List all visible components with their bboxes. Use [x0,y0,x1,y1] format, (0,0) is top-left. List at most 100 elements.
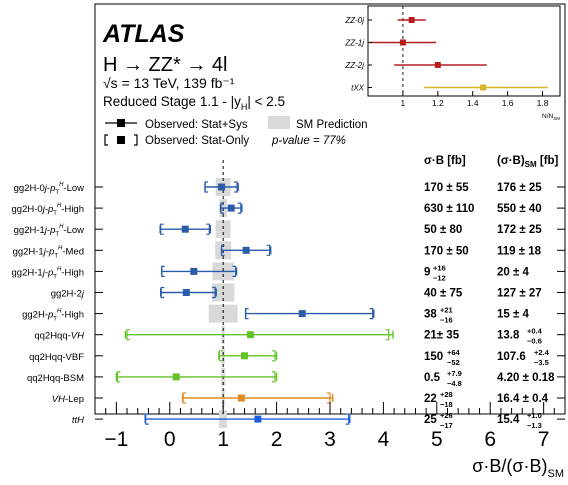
energy-label: √s = 13 TeV, 139 fb⁻¹ [103,75,235,91]
stat-only-bracket-left [160,223,164,235]
inset-row-label: ZZ-0j [344,16,364,25]
x-tick-label: 5 [431,428,443,451]
row-label-part: T [53,274,57,280]
row-label-part: p [48,246,54,257]
row-label-part: H [57,309,62,315]
row-label-part: H [57,203,62,209]
xs-down: −16 [440,316,453,325]
xs-sm-up: +2.4 [534,348,550,357]
row-label-part: T [54,253,58,259]
xs-value: 25 [424,414,437,426]
xs-sm-value: 15.4 [497,414,520,426]
row-label-part: H [59,224,64,230]
row-label: ttH [72,415,84,426]
inset-x-tick-label: 1.8 [537,98,549,108]
stat-only-bracket-left [245,308,249,320]
xs-value: 170 ± 55 [424,182,469,194]
xs-down: −52 [447,358,460,367]
inset-x-tick-label: 1.4 [467,98,479,108]
stat-only-bracket-left [220,202,225,214]
xs-up: +21 [440,306,453,315]
inset-frame [367,5,561,97]
row-label-part: T [53,317,57,323]
inset-x-axis-label-main: N/N [542,113,554,120]
row-label-part: gg2H-0 [12,204,43,215]
legend-stat-sys-marker [117,119,125,127]
x-tick-label: 7 [538,428,550,451]
xs-up: +16 [433,263,446,272]
row-label-part: VH [52,394,65,405]
stat-only-bracket-right [271,371,276,383]
row-label-part: p [47,310,53,321]
inset-data-point [399,39,406,46]
sm-band [208,304,238,323]
inset-chart: ZZ-0j ZZ-1j ZZ-2j tXX 1 1.2 1.4 1.6 1.8 N/NSM [344,5,561,121]
row-label: gg2H-2j [51,289,85,300]
stat-only-bracket-right [237,202,242,214]
row-label-part: p [47,267,53,278]
process-label: H → ZZ* → 4l [103,54,227,76]
xs-sm-up: +0.4 [527,327,543,336]
row-label-part: gg2H-1 [13,246,44,257]
xs-value: 50 ± 80 [424,224,462,236]
inset-x-axis-label: N/NSM [542,113,560,121]
xs-value: 150 [424,351,443,363]
row-label-part: j [80,289,85,300]
row-label-part: T [53,211,57,217]
xs-up: +28 [440,390,453,399]
xs-value: 21± 35 [424,330,460,342]
data-point [254,415,262,423]
row-label-part: qq2Hqq-VBF [29,352,84,363]
inset-x-axis-label-sub: SM [553,116,560,121]
xs-value: 38 [424,309,437,321]
legend-stat-only-bracket-right [134,134,138,146]
inset-data-point [434,62,441,68]
xs-sm-down: −0.6 [527,337,542,346]
row-label-part: j [41,267,46,278]
xs-sm-value: 550 ± 40 [497,203,542,215]
data-point [227,204,235,212]
xs-down: −4.8 [447,379,462,388]
xs-sm-value: 176 ± 25 [497,182,542,194]
data-point [237,394,245,402]
row-label: qq2Hqq-VH [34,331,84,342]
row-label-part: p [47,204,53,215]
row-label-part: qq2Hqq-BSM [27,373,84,384]
row-label-part: - [45,204,48,215]
xs-sm-value: 15 ± 4 [497,309,529,321]
sm-band [215,220,231,239]
row-label-part: j [41,204,46,215]
xs-sm-value: 127 ± 27 [497,288,542,300]
xs-sm-up: +1.0 [527,411,542,420]
legend-sm-label: SM Prediction [296,119,368,131]
row-label-part: p [49,225,55,236]
stat-only-bracket-right [385,329,390,341]
stat-only-bracket-right [266,244,271,256]
table-header-xs-sm: (σ·B)SM [fb] [497,155,559,169]
legend-sm-swatch [268,116,290,129]
row-label-part: T [55,190,59,196]
data-point [241,352,249,360]
stat-only-bracket-left [161,265,165,277]
row-label: gg2H-0j-pTH-Low [14,182,85,196]
xs-up: +26 [440,411,453,420]
inset-data-point [480,84,487,91]
row-label-part: ttH [72,415,84,426]
stat-only-bracket-right [369,308,374,320]
xs-sm-down: −1.3 [527,421,542,430]
row-label-part: H [57,266,62,272]
stage-label: Reduced Stage 1.1 - |yH| < 2.5 [103,94,285,112]
xs-sm-value: 4.20 ± 0.18 [497,372,555,384]
row-label-part: -Lep [65,394,84,405]
xs-sm-value: 20 ± 4 [497,266,529,278]
row-label-part: -Low [63,225,84,236]
stat-only-bracket-left [220,244,225,256]
data-point [218,183,226,191]
xs-value: 0.5 [424,372,441,384]
row-label-part: gg2H-1 [14,225,45,236]
xs-value: 630 ± 110 [424,203,474,215]
stat-only-bracket-right [345,413,350,425]
xs-value: 9 [424,266,430,278]
inset-x-tick-label: 1.2 [432,98,444,108]
